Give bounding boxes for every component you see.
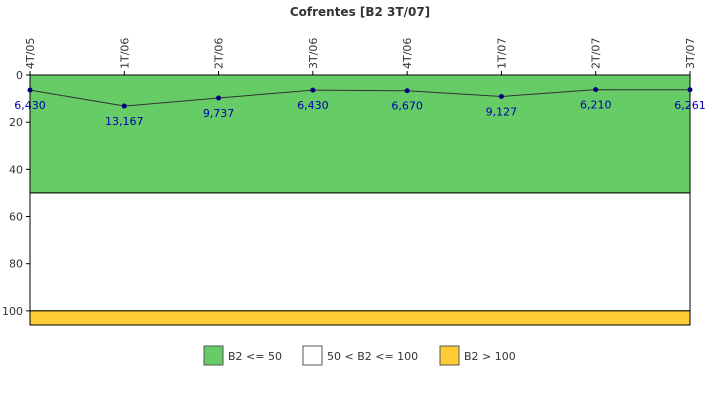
- band-0: [29, 74, 691, 194]
- x-tick-label: 2T/07: [590, 38, 603, 69]
- legend: B2 <= 50 50 < B2 <= 100 B2 > 100: [203, 345, 516, 366]
- data-point: [27, 87, 33, 93]
- band-1: [29, 192, 691, 312]
- data-label: 6,210: [580, 99, 612, 112]
- data-point: [121, 103, 127, 109]
- data-label: 9,127: [486, 106, 518, 119]
- y-tick-label: 40: [9, 163, 23, 176]
- data-label: 6,670: [391, 100, 423, 113]
- series-line: [29, 89, 691, 107]
- data-point: [216, 95, 222, 101]
- y-tick-label: 0: [16, 69, 23, 82]
- chart-title: Cofrentes [B2 3T/07]: [290, 5, 430, 19]
- data-label: 13,167: [105, 115, 144, 128]
- y-tick-label: 80: [9, 258, 23, 271]
- data-point: [404, 88, 410, 94]
- data-label: 9,737: [203, 107, 235, 120]
- legend-swatch-1: [302, 345, 323, 366]
- x-tick-label: 1T/07: [495, 38, 508, 69]
- x-tick-label: 3T/06: [307, 38, 320, 69]
- legend-label-2: B2 > 100: [464, 350, 516, 363]
- bands-layer: [29, 74, 691, 326]
- data-point: [593, 87, 599, 93]
- legend-swatch-0: [203, 345, 224, 366]
- data-label: 6,430: [297, 99, 329, 112]
- data-point: [687, 87, 693, 93]
- data-label: 6,430: [14, 99, 46, 112]
- axes-layer: 0 20 40 60 80 100 4T/05 1T/06 2T/06 3T/06 4T/06 1T/…: [2, 38, 697, 326]
- legend-swatch-2: [439, 345, 460, 366]
- series-layer: 6,430 13,167 9,737 6,430 6,670 9,127 6,210 6,26…: [14, 87, 706, 128]
- data-point: [498, 94, 504, 100]
- x-tick-label: 3T/07: [684, 38, 697, 69]
- data-label: 6,261: [674, 99, 706, 112]
- y-tick-label: 100: [2, 305, 23, 318]
- x-tick-label: 1T/06: [118, 38, 131, 69]
- legend-label-0: B2 <= 50: [228, 350, 282, 363]
- plot-frame: [29, 74, 691, 326]
- y-tick-label: 60: [9, 211, 23, 224]
- y-tick-label: 20: [9, 116, 23, 129]
- data-point: [310, 87, 316, 93]
- band-2: [29, 310, 691, 326]
- x-tick-label: 4T/06: [401, 38, 414, 69]
- x-tick-label: 4T/05: [24, 38, 37, 69]
- legend-label-1: 50 < B2 <= 100: [327, 350, 418, 363]
- x-tick-label: 2T/06: [213, 38, 226, 69]
